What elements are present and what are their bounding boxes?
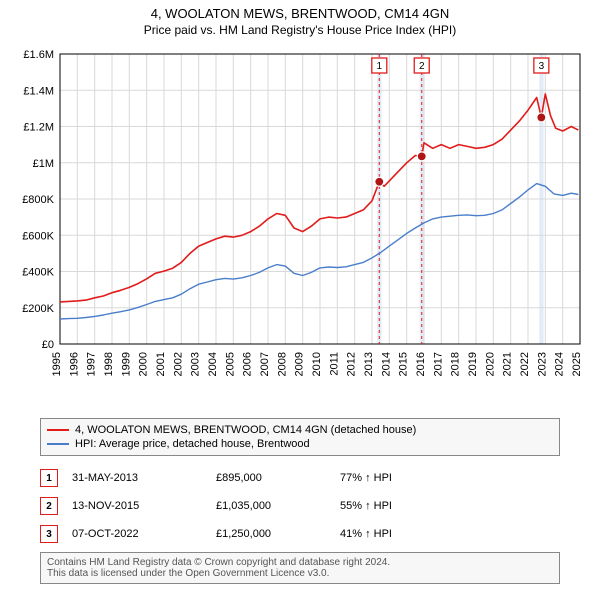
x-tick-label: 2012 (346, 352, 358, 376)
y-tick-label: £600K (22, 230, 54, 242)
x-tick-label: 2005 (224, 352, 236, 376)
transaction-date: 13-NOV-2015 (72, 500, 202, 512)
x-tick-label: 2010 (311, 352, 323, 376)
y-tick-label: £1.6M (23, 49, 54, 61)
page-subtitle: Price paid vs. HM Land Registry's House … (0, 21, 600, 41)
y-tick-label: £1.2M (23, 122, 54, 134)
x-tick-label: 2007 (259, 352, 271, 376)
x-tick-label: 2006 (242, 352, 254, 376)
x-tick-label: 2008 (276, 352, 288, 376)
x-tick-label: 2020 (484, 352, 496, 376)
x-tick-label: 2009 (294, 352, 306, 376)
transaction-marker: 3 (40, 525, 58, 543)
x-tick-label: 2011 (328, 352, 340, 376)
transaction-marker: 2 (40, 497, 58, 515)
transaction-row: 2 13-NOV-2015 £1,035,000 55% ↑ HPI (40, 492, 560, 520)
x-tick-label: 2021 (502, 352, 514, 376)
x-tick-label: 2018 (450, 352, 462, 376)
x-tick-label: 1999 (120, 352, 132, 376)
transactions-table: 1 31-MAY-2013 £895,000 77% ↑ HPI 2 13-NOV-201… (40, 464, 560, 548)
x-tick-label: 2003 (190, 352, 202, 376)
y-tick-label: £1.4M (23, 85, 54, 97)
sale-marker-dot (375, 177, 384, 186)
y-tick-label: £800K (22, 194, 54, 206)
x-tick-label: 2016 (415, 352, 427, 376)
transaction-row: 1 31-MAY-2013 £895,000 77% ↑ HPI (40, 464, 560, 492)
x-tick-label: 1995 (51, 352, 63, 376)
sale-marker-number: 2 (419, 61, 425, 72)
x-tick-label: 2019 (467, 352, 479, 376)
transaction-row: 3 07-OCT-2022 £1,250,000 41% ↑ HPI (40, 520, 560, 548)
attribution-line: This data is licensed under the Open Gov… (47, 568, 553, 579)
legend: 4, WOOLATON MEWS, BRENTWOOD, CM14 4GN (d… (40, 418, 560, 456)
attribution: Contains HM Land Registry data © Crown c… (40, 552, 560, 584)
y-tick-label: £400K (22, 267, 54, 279)
x-tick-label: 2024 (554, 352, 566, 376)
transaction-marker: 1 (40, 469, 58, 487)
x-tick-label: 2014 (380, 352, 392, 376)
x-tick-label: 2022 (519, 352, 531, 376)
x-tick-label: 2002 (172, 352, 184, 376)
x-tick-label: 2017 (432, 352, 444, 376)
sale-marker-number: 3 (539, 61, 545, 72)
transaction-date: 07-OCT-2022 (72, 528, 202, 540)
x-tick-label: 2015 (398, 352, 410, 376)
transaction-delta: 77% ↑ HPI (340, 472, 450, 484)
sale-marker-number: 1 (376, 61, 382, 72)
x-tick-label: 2001 (155, 352, 167, 376)
x-tick-label: 2013 (363, 352, 375, 376)
legend-swatch (47, 443, 69, 445)
legend-row: HPI: Average price, detached house, Bren… (47, 437, 553, 451)
x-tick-label: 1997 (86, 352, 98, 376)
legend-label: HPI: Average price, detached house, Bren… (75, 438, 310, 450)
sale-marker-dot (417, 152, 426, 161)
attribution-line: Contains HM Land Registry data © Crown c… (47, 557, 553, 568)
x-tick-label: 2025 (571, 352, 583, 376)
transaction-delta: 41% ↑ HPI (340, 528, 450, 540)
page-title: 4, WOOLATON MEWS, BRENTWOOD, CM14 4GN (0, 0, 600, 21)
y-tick-label: £200K (22, 303, 54, 315)
transaction-price: £1,250,000 (216, 528, 326, 540)
legend-row: 4, WOOLATON MEWS, BRENTWOOD, CM14 4GN (d… (47, 423, 553, 437)
x-tick-label: 1996 (68, 352, 80, 376)
legend-swatch (47, 429, 69, 431)
transaction-delta: 55% ↑ HPI (340, 500, 450, 512)
transaction-date: 31-MAY-2013 (72, 472, 202, 484)
x-tick-label: 2023 (536, 352, 548, 376)
sale-marker-dot (537, 113, 546, 122)
transaction-price: £1,035,000 (216, 500, 326, 512)
transaction-price: £895,000 (216, 472, 326, 484)
y-tick-label: £0 (42, 339, 54, 351)
x-tick-label: 2004 (207, 352, 219, 376)
x-tick-label: 2000 (138, 352, 150, 376)
legend-label: 4, WOOLATON MEWS, BRENTWOOD, CM14 4GN (d… (75, 424, 416, 436)
y-tick-label: £1M (33, 158, 54, 170)
x-tick-label: 1998 (103, 352, 115, 376)
price-chart: £0 £200K £400K £600K £800K £1M £1.2M £1.4M £1.6M… (10, 44, 590, 404)
